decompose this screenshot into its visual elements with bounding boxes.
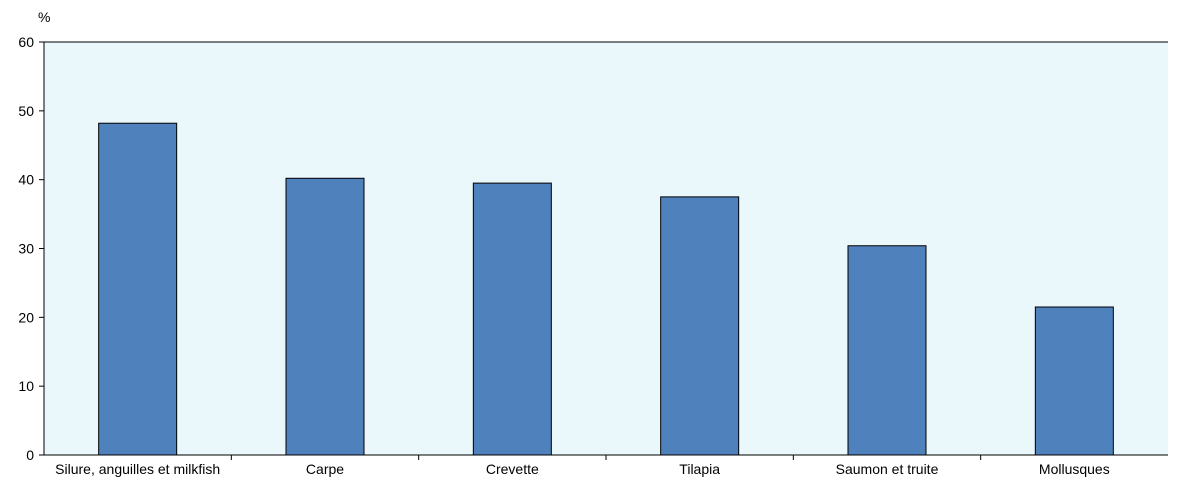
x-category-label-0: Silure, anguilles et milkfish <box>55 461 220 477</box>
y-tick-label-0: 0 <box>26 447 34 463</box>
x-axis-category-labels: Silure, anguilles et milkfish Carpe Crevet… <box>55 461 1110 477</box>
y-axis-ticks <box>39 41 44 456</box>
x-category-label-2: Crevette <box>486 461 539 477</box>
y-tick-label-5: 50 <box>18 103 34 119</box>
plot-area <box>44 42 1168 455</box>
x-category-label-1: Carpe <box>306 461 344 477</box>
bar-3 <box>660 196 740 456</box>
y-tick-label-2: 20 <box>18 309 34 325</box>
bar-0 <box>98 122 178 456</box>
y-tick-label-1: 10 <box>18 378 34 394</box>
bar-4 <box>847 245 927 456</box>
bar-2 <box>472 182 552 456</box>
y-tick-label-4: 40 <box>18 172 34 188</box>
x-category-label-3: Tilapia <box>679 461 720 477</box>
y-tick-label-3: 30 <box>18 241 34 257</box>
y-tick-label-6: 60 <box>18 34 34 50</box>
y-axis-tick-labels: 0 10 20 30 40 50 60 <box>18 34 34 463</box>
bar-1 <box>285 177 365 456</box>
bar-5 <box>1034 306 1114 456</box>
y-axis-unit-label: % <box>38 9 50 25</box>
x-category-label-5: Mollusques <box>1039 461 1110 477</box>
bars-group <box>98 122 1114 456</box>
x-axis-ticks <box>230 455 982 460</box>
x-category-label-4: Saumon et truite <box>836 461 939 477</box>
